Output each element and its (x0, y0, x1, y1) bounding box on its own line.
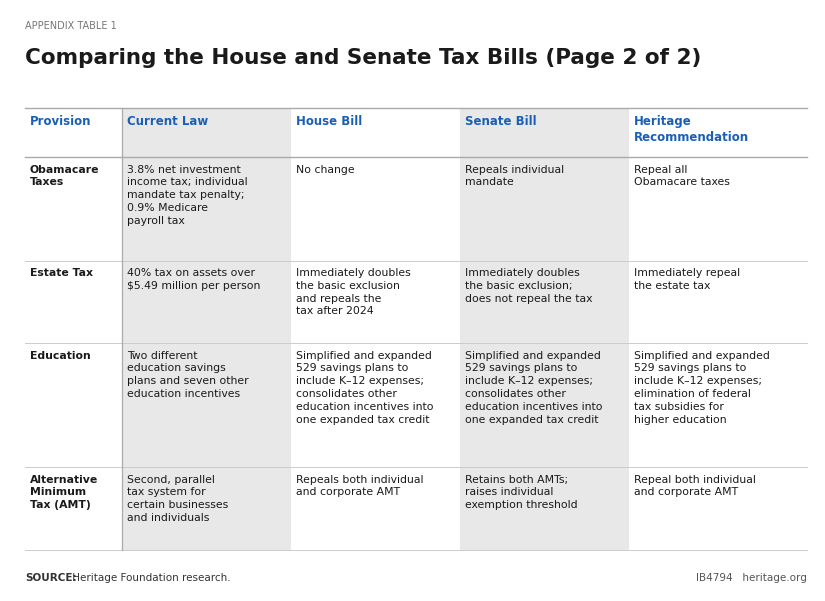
Text: SOURCE:: SOURCE: (25, 573, 77, 583)
Text: 3.8% net investment
income tax; individual
mandate tax penalty;
0.9% Medicare
pa: 3.8% net investment income tax; individu… (127, 165, 248, 226)
Text: Immediately repeal
the estate tax: Immediately repeal the estate tax (634, 268, 740, 291)
Text: Provision: Provision (30, 115, 92, 129)
Text: Simplified and expanded
529 savings plans to
include K–12 expenses;
consolidates: Simplified and expanded 529 savings plan… (465, 350, 602, 424)
Text: Heritage Foundation research.: Heritage Foundation research. (69, 573, 231, 583)
Text: Two different
education savings
plans and seven other
education incentives: Two different education savings plans an… (127, 350, 248, 399)
Text: Simplified and expanded
529 savings plans to
include K–12 expenses;
elimination : Simplified and expanded 529 savings plan… (634, 350, 770, 424)
Text: Senate Bill: Senate Bill (465, 115, 537, 129)
Text: Repeals both individual
and corporate AMT: Repeals both individual and corporate AM… (296, 475, 423, 497)
Bar (122, 108, 291, 550)
Text: Immediately doubles
the basic exclusion;
does not repeal the tax: Immediately doubles the basic exclusion;… (465, 268, 592, 304)
Text: Obamacare
Taxes: Obamacare Taxes (30, 165, 99, 188)
Text: Alternative
Minimum
Tax (AMT): Alternative Minimum Tax (AMT) (30, 475, 98, 510)
Text: Estate Tax: Estate Tax (30, 268, 92, 278)
Text: Retains both AMTs;
raises individual
exemption threshold: Retains both AMTs; raises individual exe… (465, 475, 578, 510)
Text: 40% tax on assets over
$5.49 million per person: 40% tax on assets over $5.49 million per… (127, 268, 261, 291)
Bar (460, 108, 629, 550)
Text: Current Law: Current Law (127, 115, 208, 129)
Text: Second, parallel
tax system for
certain businesses
and individuals: Second, parallel tax system for certain … (127, 475, 229, 523)
Text: IB4794   heritage.org: IB4794 heritage.org (696, 573, 807, 583)
Text: Heritage
Recommendation: Heritage Recommendation (634, 115, 749, 144)
Text: Education: Education (30, 350, 91, 361)
Text: No change: No change (296, 165, 355, 175)
Text: House Bill: House Bill (296, 115, 362, 129)
Text: Simplified and expanded
529 savings plans to
include K–12 expenses;
consolidates: Simplified and expanded 529 savings plan… (296, 350, 433, 424)
Text: APPENDIX TABLE 1: APPENDIX TABLE 1 (25, 21, 116, 31)
Text: Repeal all
Obamacare taxes: Repeal all Obamacare taxes (634, 165, 730, 188)
Text: Repeals individual
mandate: Repeals individual mandate (465, 165, 564, 188)
Text: Comparing the House and Senate Tax Bills (Page 2 of 2): Comparing the House and Senate Tax Bills… (25, 48, 701, 68)
Text: Immediately doubles
the basic exclusion
and repeals the
tax after 2024: Immediately doubles the basic exclusion … (296, 268, 411, 316)
Text: Repeal both individual
and corporate AMT: Repeal both individual and corporate AMT (634, 475, 757, 497)
